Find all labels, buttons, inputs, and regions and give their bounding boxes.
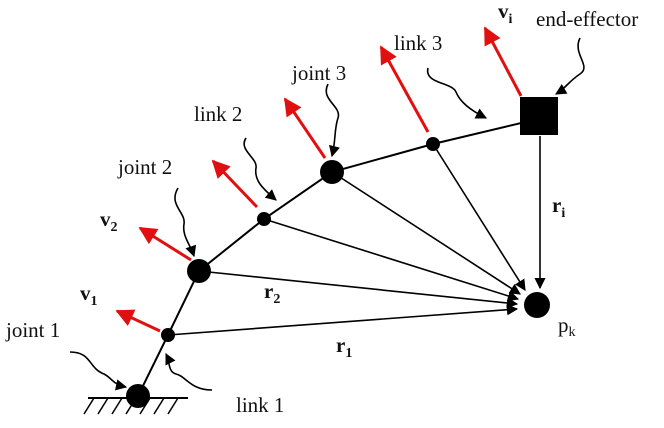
- link2-point: [257, 212, 271, 226]
- v2-arrow: [138, 226, 192, 262]
- v1-label: v1: [80, 281, 98, 309]
- link3-velocity-arrow: [379, 45, 430, 133]
- link3-label: link 3: [394, 31, 442, 55]
- pointer-squiggles: [69, 37, 585, 391]
- link2-velocity-arrow: [211, 159, 259, 209]
- pk-point: [524, 292, 550, 318]
- end-effector-box: [520, 97, 558, 135]
- end-effector-label: end-effector: [536, 7, 638, 31]
- link3-point-vector: [432, 143, 526, 291]
- link1-point: [161, 328, 175, 342]
- joint3-label: joint 3: [291, 61, 346, 85]
- link2-point-vector: [263, 218, 520, 302]
- joints: [126, 97, 558, 408]
- position-vectors: [167, 136, 546, 336]
- r2-vector: [198, 270, 519, 309]
- joint2-pointer: [174, 187, 197, 258]
- r1-label: r1: [336, 333, 352, 361]
- link3-pointer: [427, 67, 488, 119]
- link3-point: [426, 137, 440, 151]
- link2-pointer: [243, 137, 277, 201]
- velocity-arrows: [115, 26, 523, 333]
- end-effector-pointer: [555, 37, 585, 95]
- joint2-dot: [187, 259, 211, 283]
- labels: joint 1 link 1 joint 2 link 2 joint 3 li…: [5, 0, 638, 417]
- vi-arrow: [483, 26, 523, 97]
- pk-label: pk: [558, 313, 576, 340]
- joint1-pointer: [69, 351, 128, 391]
- link1-pointer: [165, 352, 213, 391]
- joint3-pointer: [325, 83, 340, 158]
- joint3-velocity-arrow: [283, 97, 327, 159]
- link1-label: link 1: [236, 393, 284, 417]
- v2-label: v2: [100, 207, 118, 235]
- link2-label: link 2: [194, 102, 242, 126]
- joint1-label: joint 1: [5, 318, 60, 342]
- joint2-label: joint 2: [117, 155, 172, 179]
- joint3-vector: [331, 171, 521, 295]
- joint1-dot: [126, 384, 150, 408]
- joint3-dot: [320, 160, 344, 184]
- r1-vector: [167, 304, 519, 336]
- ri-label: ri: [552, 193, 565, 221]
- r2-label: r2: [264, 279, 280, 307]
- vi-label: vi: [498, 0, 513, 27]
- v1-arrow: [115, 309, 161, 333]
